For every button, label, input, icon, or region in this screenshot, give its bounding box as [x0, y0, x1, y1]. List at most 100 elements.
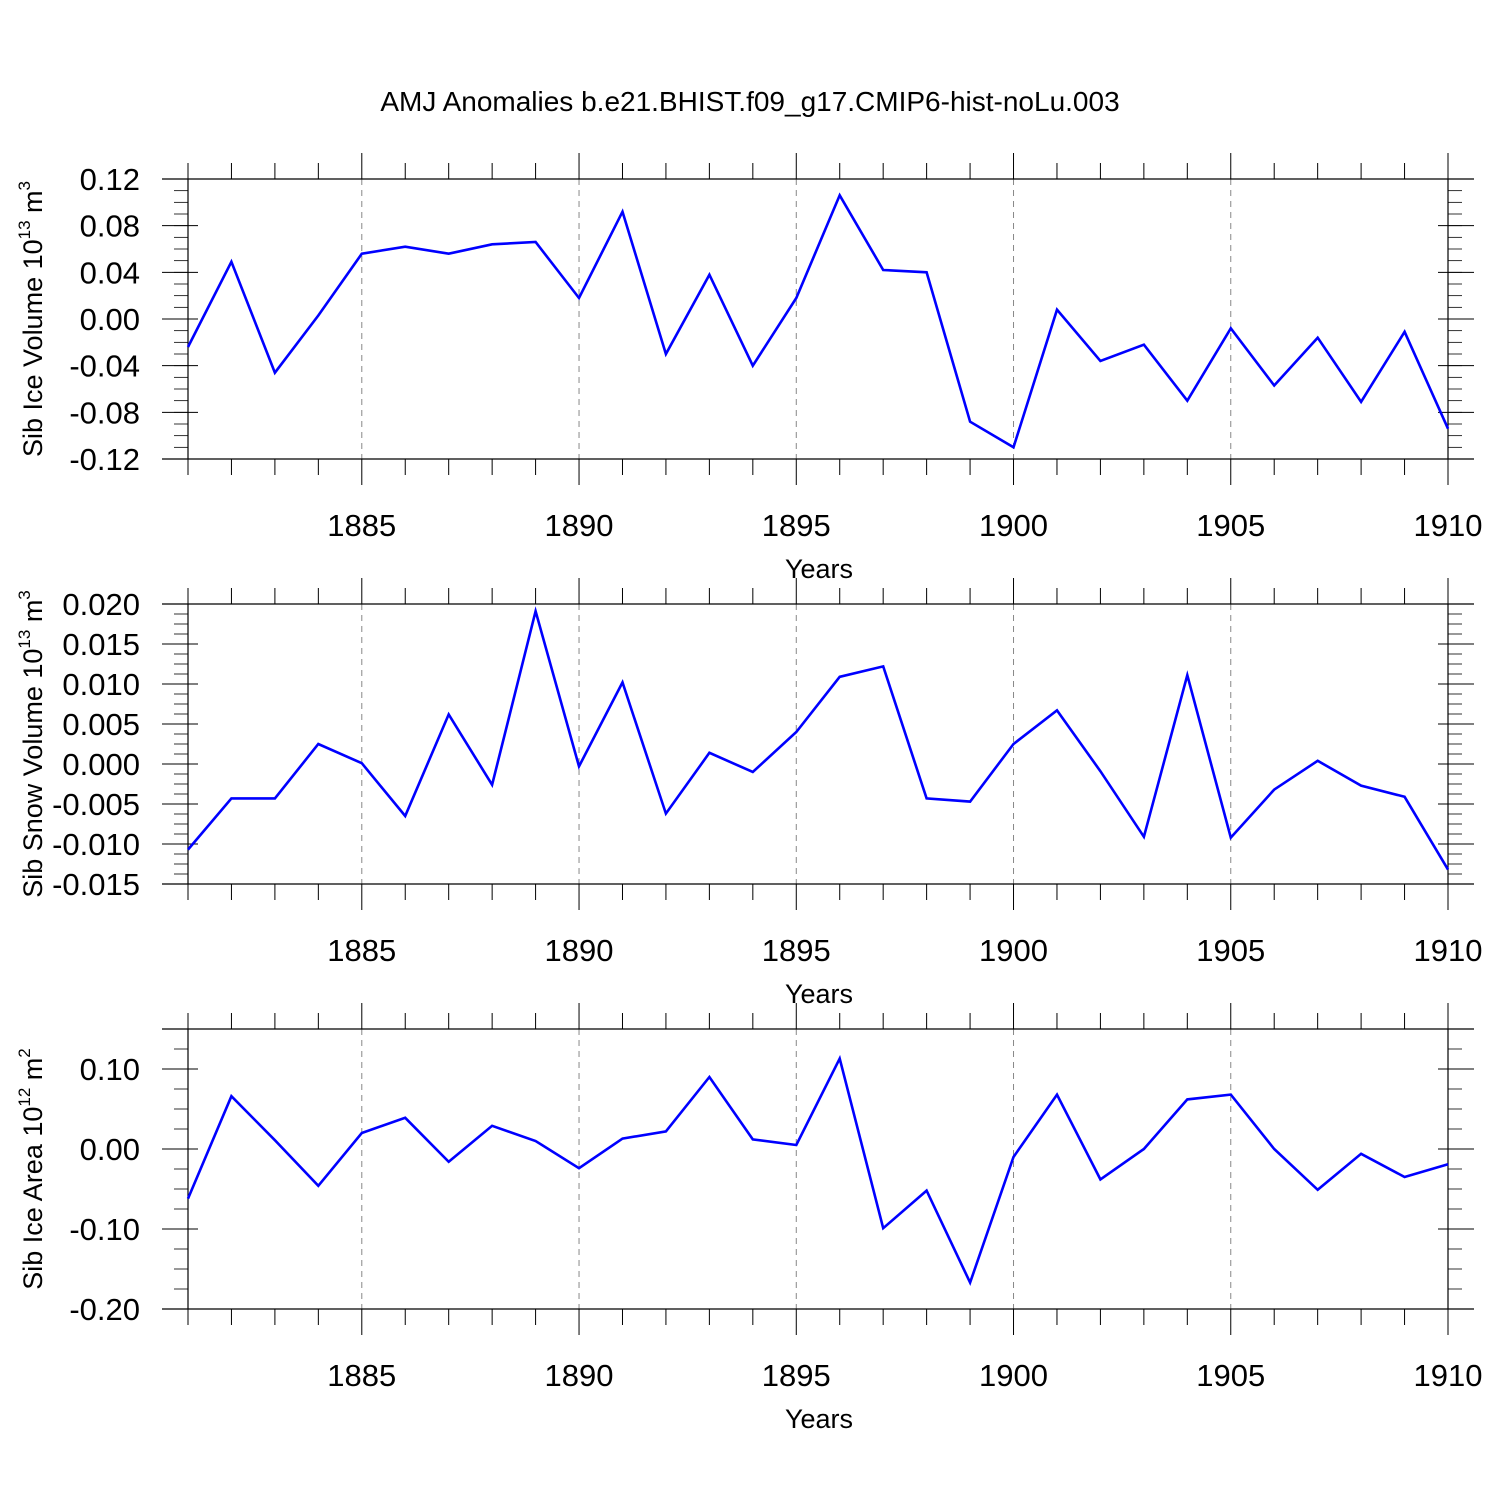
data-point [1012, 742, 1016, 746]
y-axis-label: Sib Ice Volume 1013 m3 [15, 181, 48, 457]
data-point [229, 1094, 233, 1098]
data-point [664, 1129, 668, 1133]
y-tick-label: 0.08 [80, 209, 140, 244]
y-tick-label: 0.005 [62, 707, 140, 742]
data-point [1316, 1188, 1320, 1192]
data-point [490, 242, 494, 246]
data-point [403, 1116, 407, 1120]
y-tick-label: -0.08 [69, 395, 140, 430]
data-point [273, 1138, 277, 1142]
x-tick-label: 1900 [979, 1358, 1048, 1393]
x-tick-label: 1890 [545, 1358, 614, 1393]
data-point [1446, 427, 1450, 431]
y-tick-label: -0.015 [52, 867, 140, 902]
x-tick-label: 1885 [327, 508, 396, 543]
y-tick-label: 0.04 [80, 255, 140, 290]
data-point [490, 1124, 494, 1128]
data-point [1012, 1155, 1016, 1159]
data-point [794, 730, 798, 734]
panel-sib-ice-volume: -0.12 -0.08 -0.04 0.00 0.04 0.08 0.12 1885 1890 1… [15, 153, 1482, 584]
data-point [1055, 708, 1059, 712]
data-point [316, 314, 320, 318]
data-point [534, 1139, 538, 1143]
data-point [229, 796, 233, 800]
data-point [1316, 336, 1320, 340]
data-point [1229, 1093, 1233, 1097]
y-tick-label: 0.015 [62, 627, 140, 662]
series-line [186, 1054, 1449, 1287]
data-point [360, 1131, 364, 1135]
data-point [447, 252, 451, 256]
x-tick-label: 1910 [1414, 508, 1483, 543]
data-point [1403, 1175, 1407, 1179]
panel-sib-ice-area: -0.20 -0.10 0.00 0.10 1885 1890 1895 1900 1905 19… [15, 1003, 1482, 1434]
y-tick-label: -0.12 [69, 442, 140, 477]
data-point [794, 1143, 798, 1147]
y-tick-label: 0.00 [80, 1132, 140, 1167]
data-point [1359, 400, 1363, 404]
data-point [1359, 1152, 1363, 1156]
data-point [1229, 836, 1233, 840]
x-tick-label: 1905 [1196, 933, 1265, 968]
data-point [577, 296, 581, 300]
x-axis-label: Years [785, 554, 853, 584]
data-point [1446, 868, 1450, 872]
y-axis-label: Sib Ice Area 1012 m2 [15, 1048, 48, 1290]
data-point [186, 848, 190, 852]
data-point [1272, 384, 1276, 388]
data-point [1055, 1093, 1059, 1097]
data-point [534, 609, 538, 613]
data-point [447, 1160, 451, 1164]
data-point [707, 1075, 711, 1079]
y-tick-label: 0.12 [80, 162, 140, 197]
y-tick-label: -0.20 [69, 1292, 140, 1327]
data-point [1446, 1162, 1450, 1166]
data-point [1142, 1147, 1146, 1151]
data-point [881, 664, 885, 668]
data-point [1316, 759, 1320, 763]
data-point [273, 796, 277, 800]
data-point [490, 783, 494, 787]
data-point [881, 1226, 885, 1230]
data-point [664, 812, 668, 816]
data-point [1142, 835, 1146, 839]
data-point [751, 364, 755, 368]
x-tick-label: 1885 [327, 933, 396, 968]
y-tick-label: 0.010 [62, 667, 140, 702]
data-point [794, 296, 798, 300]
data-point [925, 796, 929, 800]
x-tick-label: 1895 [762, 1358, 831, 1393]
data-point [1403, 795, 1407, 799]
y-tick-label: -0.10 [69, 1212, 140, 1247]
panel-sib-snow-volume: -0.015 -0.010 -0.005 0.000 0.005 0.010 0.015 0.… [15, 578, 1482, 1009]
data-point [316, 1184, 320, 1188]
data-point [1098, 359, 1102, 363]
data-point [360, 252, 364, 256]
data-point [968, 1281, 972, 1285]
data-point [360, 761, 364, 765]
data-point [838, 1057, 842, 1061]
data-point [968, 420, 972, 424]
data-point [838, 193, 842, 197]
y-axis-label: Sib Snow Volume 1013 m3 [15, 590, 48, 898]
data-point [707, 751, 711, 755]
data-point [1272, 1147, 1276, 1151]
data-point [534, 240, 538, 244]
data-point [273, 371, 277, 375]
y-tick-label: 0.000 [62, 747, 140, 782]
data-point [1229, 326, 1233, 330]
data-point [1359, 784, 1363, 788]
data-point [447, 712, 451, 716]
x-tick-label: 1905 [1196, 508, 1265, 543]
data-point [620, 1137, 624, 1141]
data-point [577, 764, 581, 768]
x-tick-label: 1910 [1414, 933, 1483, 968]
y-tick-label: 0.00 [80, 302, 140, 337]
data-point [1142, 343, 1146, 347]
x-tick-label: 1890 [545, 933, 614, 968]
data-point [403, 245, 407, 249]
x-tick-label: 1905 [1196, 1358, 1265, 1393]
y-tick-label: 0.10 [80, 1052, 140, 1087]
data-point [968, 800, 972, 804]
